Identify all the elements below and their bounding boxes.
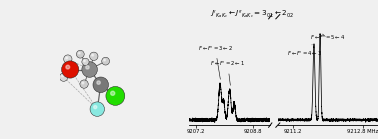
Text: $J'_{K_aK_c} \leftarrow J''_{K_aK_c} = 3_{01}\leftarrow 2_{02}$: $J'_{K_aK_c} \leftarrow J''_{K_aK_c} = 3…	[210, 9, 294, 21]
Circle shape	[66, 65, 70, 69]
Circle shape	[92, 54, 93, 56]
Text: $F\leftarrow F'=4\leftarrow 3$: $F\leftarrow F'=4\leftarrow 3$	[287, 45, 322, 58]
Circle shape	[82, 62, 98, 77]
Circle shape	[82, 58, 89, 65]
Text: $F\leftarrow F'=3\leftarrow 2$: $F\leftarrow F'=3\leftarrow 2$	[198, 45, 233, 79]
Circle shape	[84, 60, 85, 62]
Circle shape	[106, 86, 125, 105]
Circle shape	[111, 91, 115, 95]
Circle shape	[90, 102, 104, 116]
Circle shape	[76, 50, 84, 58]
Circle shape	[62, 75, 64, 77]
Circle shape	[97, 81, 100, 84]
Text: $F\leftarrow F'=5\leftarrow 4$: $F\leftarrow F'=5\leftarrow 4$	[310, 34, 345, 43]
Circle shape	[62, 61, 79, 78]
Circle shape	[82, 82, 84, 84]
Circle shape	[90, 52, 98, 60]
Circle shape	[86, 66, 89, 69]
Circle shape	[64, 55, 72, 63]
Circle shape	[102, 57, 110, 65]
Circle shape	[94, 106, 97, 109]
Text: $F\leftarrow F'=2\leftarrow 1$: $F\leftarrow F'=2\leftarrow 1$	[210, 60, 245, 85]
Circle shape	[104, 59, 105, 61]
Circle shape	[80, 80, 88, 88]
Circle shape	[59, 73, 68, 81]
Circle shape	[66, 57, 68, 59]
Circle shape	[93, 77, 108, 93]
Circle shape	[78, 52, 80, 54]
